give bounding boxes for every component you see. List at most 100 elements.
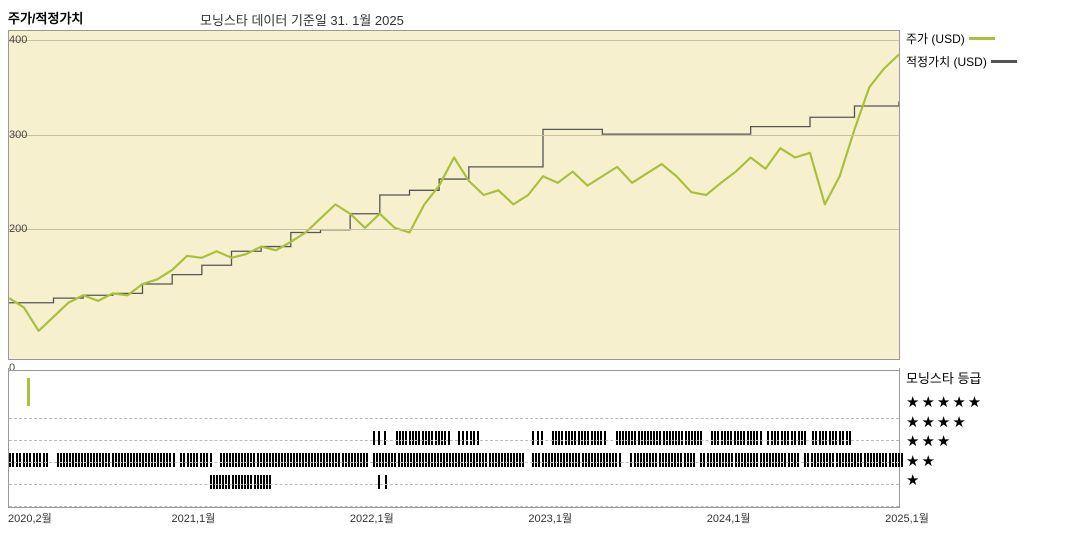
rating-tick <box>814 453 816 467</box>
rating-tick <box>257 475 259 489</box>
rating-tick <box>401 453 403 467</box>
rating-tick <box>532 431 534 445</box>
rating-tick <box>851 453 853 467</box>
rating-tick <box>87 453 89 467</box>
rating-tick <box>422 453 424 467</box>
rating-tick <box>684 453 686 467</box>
rating-tick <box>563 453 565 467</box>
rating-tick <box>740 431 742 445</box>
rating-tick <box>238 475 240 489</box>
rating-tick <box>722 453 724 467</box>
rating-tick <box>769 453 771 467</box>
rating-tick <box>662 453 664 467</box>
rating-tick <box>446 453 448 467</box>
rating-tick <box>738 453 740 467</box>
rating-tick <box>422 431 424 445</box>
rating-tick <box>829 453 831 467</box>
rating-tick <box>250 453 252 467</box>
rating-tick <box>485 453 487 467</box>
rating-tick <box>160 453 162 467</box>
rating-tick <box>581 431 583 445</box>
rating-tick <box>836 453 838 467</box>
rating-tick <box>470 431 472 445</box>
rating-tick <box>93 453 95 467</box>
rating-tick <box>864 453 866 467</box>
rating-tick <box>190 453 192 467</box>
rating-tick <box>470 453 472 467</box>
rating-tick <box>84 453 86 467</box>
rating-tick <box>466 431 468 445</box>
rating-tick <box>537 431 539 445</box>
rating-tick <box>638 431 640 445</box>
rating-tick <box>462 431 464 445</box>
rating-tick <box>257 453 259 467</box>
rating-tick <box>649 453 651 467</box>
rating-tick <box>163 453 165 467</box>
rating-tick <box>193 453 195 467</box>
rating-tick <box>822 431 824 445</box>
rating-tick <box>413 453 415 467</box>
rating-tick <box>418 431 420 445</box>
rating-tick <box>743 431 745 445</box>
rating-tick <box>467 453 469 467</box>
rating-tick <box>385 453 387 467</box>
rating-tick <box>299 453 301 467</box>
rating-bars <box>9 368 899 507</box>
rating-tick <box>229 453 231 467</box>
rating-tick <box>555 431 557 445</box>
rating-tick <box>244 475 246 489</box>
rating-tick <box>220 453 222 467</box>
rating-tick <box>78 453 80 467</box>
rating-tick <box>710 453 712 467</box>
rating-tick <box>734 431 736 445</box>
rating-tick <box>440 453 442 467</box>
rating-tick <box>409 431 411 445</box>
rating-tick <box>219 475 221 489</box>
rating-tick <box>391 453 393 467</box>
rating-tick <box>703 453 705 467</box>
rating-tick <box>678 431 680 445</box>
rating-tick <box>278 453 280 467</box>
rating-tick <box>552 431 554 445</box>
rating-tick <box>464 453 466 467</box>
rating-tick <box>777 431 779 445</box>
rating-tick <box>223 453 225 467</box>
rating-tick <box>798 431 800 445</box>
rating-tick <box>124 453 126 467</box>
rating-tick <box>551 453 553 467</box>
rating-tick <box>139 453 141 467</box>
rating-tick <box>196 453 198 467</box>
rating-tick <box>516 453 518 467</box>
rating-tick <box>473 431 475 445</box>
rating-tick <box>203 453 205 467</box>
rating-tick <box>43 453 45 467</box>
rating-tick <box>121 453 123 467</box>
rating-tick <box>435 431 437 445</box>
rating-tick <box>284 453 286 467</box>
rating-tick <box>760 453 762 467</box>
rating-tick <box>535 453 537 467</box>
rating-tick <box>157 453 159 467</box>
rating-tick <box>760 431 762 445</box>
rating-tick <box>566 453 568 467</box>
rating-tick <box>396 431 398 445</box>
rating-tick <box>717 431 719 445</box>
rating-tick <box>379 453 381 467</box>
rating-tick <box>241 475 243 489</box>
chart-title: 주가/적정가치 <box>8 8 83 27</box>
rating-tick <box>329 453 331 467</box>
rating-tick <box>489 453 491 467</box>
rating-tick <box>81 453 83 467</box>
rating-tick <box>643 453 645 467</box>
rating-tick <box>458 431 460 445</box>
rating-tick <box>210 475 212 489</box>
rating-tick <box>232 475 234 489</box>
rating-tick <box>737 431 739 445</box>
legend-price: 주가 (USD) <box>906 30 1076 47</box>
rating-tick <box>482 453 484 467</box>
rating-tick <box>797 453 799 467</box>
chart-subtitle: 모닝스타 데이터 기준일 31. 1월 2025 <box>200 10 404 29</box>
rating-tick <box>730 431 732 445</box>
rating-tick <box>812 431 814 445</box>
rating-tick <box>817 453 819 467</box>
